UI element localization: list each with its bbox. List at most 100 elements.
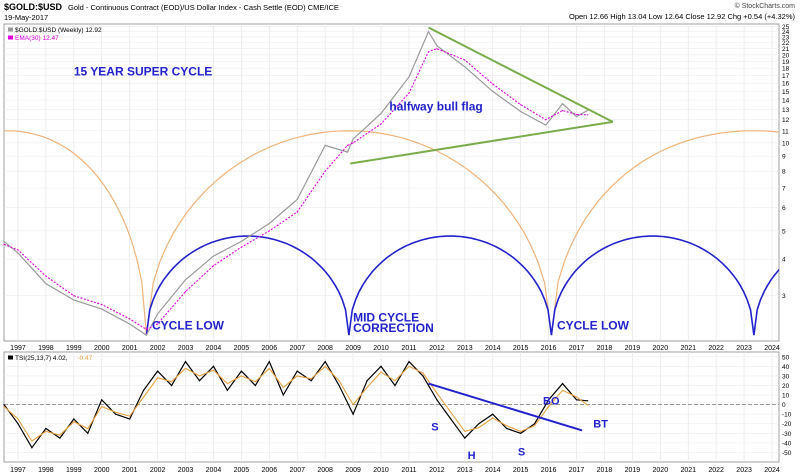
price-data-point: [464, 66, 466, 68]
x-tick-label: 2013: [457, 345, 473, 352]
price-data-point: [352, 138, 354, 140]
legend-swatch: [8, 355, 13, 360]
tsi-annotations: S H S BO BT: [431, 396, 608, 463]
price-data-point: [45, 275, 47, 277]
x-tick-label: 2007: [289, 467, 305, 474]
tsi-data-point: [324, 365, 326, 367]
tsi-data-point: [157, 377, 159, 379]
price-data-point: [562, 103, 564, 105]
tsi-data-point: [198, 375, 201, 377]
y-tick-label: 6: [782, 205, 786, 212]
tsi-annotation: S: [518, 446, 525, 458]
price-data-point: [545, 119, 547, 121]
price-data-point: [3, 240, 5, 242]
y-tick-label: 25: [782, 24, 790, 31]
flag-trendline: [350, 120, 613, 165]
tsi-data-point: [450, 418, 452, 420]
price-data-point: [562, 109, 564, 112]
tsi-data-point: [366, 386, 368, 388]
tsi-data-point: [282, 394, 284, 396]
y-tick-label: 14: [782, 98, 790, 105]
price-data-point: [296, 198, 298, 201]
price-series: [3, 30, 589, 336]
price-data-point: [157, 313, 159, 315]
tsi-data-point: [520, 432, 522, 434]
tsi-data-point: [3, 404, 5, 406]
cycle-arcs: [4, 130, 779, 336]
price-data-point: [184, 291, 187, 293]
x-tick-label: 2009: [345, 345, 361, 352]
x-tick-label: 2000: [94, 467, 110, 474]
y-tick-label: 16: [782, 81, 790, 88]
y-tick-label: 18: [782, 66, 790, 73]
tsi-data-point: [3, 405, 5, 408]
x-tick-label: 2005: [234, 467, 250, 474]
tsi-data-point: [171, 384, 173, 387]
legend-label: $GOLD:$USD (Weekly) 12.92: [15, 27, 102, 34]
tsi-data-point: [324, 361, 326, 363]
x-tick-label: 1997: [10, 467, 26, 474]
price-data-point: [520, 110, 522, 113]
x-tick-label: 2003: [178, 467, 194, 474]
tsi-data-point: [45, 427, 47, 430]
y-tick-label: 3: [782, 293, 786, 300]
price-data-point: [408, 76, 410, 78]
y-tick-label: -30: [782, 431, 792, 438]
tsi-data-point: [17, 418, 19, 420]
tsi-data-point: [492, 413, 494, 415]
price-data-point: [492, 83, 494, 85]
y-tick-label: -10: [782, 412, 792, 419]
tsi-annotation: BO: [543, 396, 560, 408]
x-tick-label: 2020: [653, 467, 669, 474]
price-annotation: CORRECTION: [353, 321, 434, 335]
tsi-data-point: [587, 404, 589, 406]
price-data-point: [427, 51, 430, 53]
cycle-arc-super: [145, 130, 552, 336]
tsi-data-point: [59, 437, 61, 439]
price-data-point: [436, 48, 438, 50]
x-tick-label: 2004: [206, 467, 222, 474]
y-tick-label: 24: [782, 29, 790, 36]
x-tick-label: 1999: [66, 345, 82, 352]
y-tick-label: 9: [782, 154, 786, 161]
cycle-arc-super: [4, 130, 147, 336]
price-data-point: [240, 240, 242, 242]
x-tick-label: 2013: [457, 467, 473, 474]
price-data-point: [436, 45, 438, 47]
x-tick-label: 2023: [736, 467, 752, 474]
tsi-data-point: [436, 392, 438, 394]
y-tick-label: -50: [782, 450, 792, 457]
price-data-point: [380, 123, 382, 125]
price-data-point: [17, 252, 19, 254]
tsi-data-point: [212, 365, 215, 367]
x-tick-label: 2002: [150, 467, 166, 474]
price-data-point: [268, 230, 270, 232]
y-tick-label: 7: [782, 186, 786, 193]
tsi-data-point: [101, 399, 103, 401]
cycle-arc-super: [550, 130, 779, 336]
tsi-data-point: [143, 396, 145, 398]
x-tick-label: 2012: [429, 345, 445, 352]
x-tick-label: 2000: [94, 345, 110, 352]
price-data-point: [184, 279, 187, 281]
legend-swatch: [8, 27, 13, 32]
x-tick-label: 2017: [569, 467, 585, 474]
tsi-data-point: [240, 375, 242, 377]
tsi-data-point: [296, 370, 298, 372]
x-tick-label: 1999: [66, 467, 82, 474]
price-data-point: [101, 303, 103, 306]
price-data-point: [45, 283, 47, 285]
x-tick-label: 2019: [625, 345, 641, 352]
y-tick-label: 50: [782, 354, 790, 361]
y-tick-label: 10: [782, 140, 790, 147]
price-data-point: [296, 211, 298, 213]
price-data-point: [464, 59, 466, 61]
tsi-data-point: [464, 437, 466, 439]
x-tick-label: 2009: [345, 467, 361, 474]
x-tick-label: 2021: [680, 467, 696, 474]
tsi-data-point: [408, 361, 410, 363]
y-tick-label: 30: [782, 373, 790, 380]
tsi-data-point: [380, 371, 382, 373]
